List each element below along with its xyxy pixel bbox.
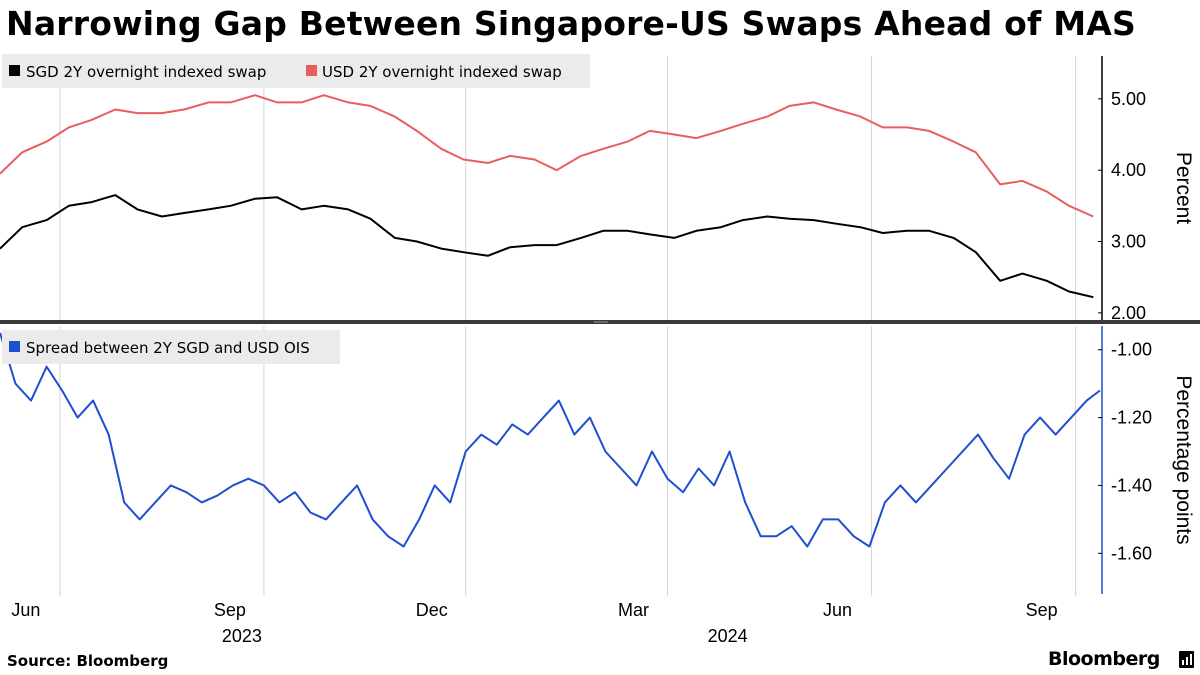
- bottom-ytick-label: -1.60: [1111, 543, 1152, 563]
- legend-label-usd: USD 2Y overnight indexed swap: [322, 63, 562, 81]
- chart-area: 2.00 3.00 4.00 5.00 Percent SGD 2Y overnigh…: [0, 54, 1200, 643]
- x-tick-label: Jun: [11, 600, 40, 620]
- chart-title: Narrowing Gap Between Singapore-US Swaps…: [6, 4, 1137, 43]
- top-series-line-1: [0, 94, 1094, 218]
- x-year-label: 2024: [708, 626, 748, 643]
- bottom-panel: -1.60 -1.40 -1.20 -1.00 Percentage points S…: [0, 326, 1195, 643]
- x-year-label: 2023: [222, 626, 262, 643]
- top-ytick-label: 2.00: [1111, 303, 1146, 323]
- x-axis-ticks: Jun Sep Dec Mar Jun Sep 2023 2024: [11, 600, 1057, 643]
- top-ytick-label: 3.00: [1111, 232, 1146, 252]
- bottom-y-axis-title: Percentage points: [1172, 375, 1195, 544]
- top-panel: 2.00 3.00 4.00 5.00 Percent SGD 2Y overnigh…: [0, 54, 1195, 323]
- bottom-series-lines: [0, 332, 1101, 548]
- legend-swatch-spread: [9, 341, 20, 352]
- x-tick-label: Sep: [214, 600, 246, 620]
- x-tick-label: Mar: [618, 600, 649, 620]
- x-tick-label: Dec: [416, 600, 448, 620]
- legend-label-spread: Spread between 2Y SGD and USD OIS: [26, 339, 310, 357]
- top-legend-background: [2, 54, 590, 88]
- bottom-ytick-label: -1.00: [1111, 340, 1152, 360]
- top-ytick-label: 4.00: [1111, 160, 1146, 180]
- bloomberg-logo: Bloomberg: [1048, 648, 1160, 670]
- legend-label-sgd: SGD 2Y overnight indexed swap: [26, 63, 266, 81]
- top-series-line-0: [0, 194, 1094, 299]
- bloomberg-terminal-icon: [1179, 651, 1194, 668]
- top-series-lines: [0, 94, 1094, 299]
- bottom-legend-background: [2, 330, 340, 364]
- x-tick-label: Sep: [1026, 600, 1058, 620]
- legend-swatch-sgd: [9, 65, 20, 76]
- bottom-ytick-label: -1.20: [1111, 408, 1152, 428]
- top-y-ticks: 2.00 3.00 4.00 5.00: [1098, 89, 1146, 323]
- bottom-legend: Spread between 2Y SGD and USD OIS: [2, 330, 340, 364]
- top-gridlines: [59, 56, 1077, 320]
- legend-swatch-usd: [306, 65, 317, 76]
- top-legend: SGD 2Y overnight indexed swap USD 2Y ove…: [2, 54, 590, 88]
- top-ytick-label: 5.00: [1111, 89, 1146, 109]
- x-tick-label: Jun: [823, 600, 852, 620]
- source-note: Source: Bloomberg: [7, 652, 169, 670]
- bottom-ytick-label: -1.40: [1111, 475, 1152, 495]
- bottom-y-ticks: -1.60 -1.40 -1.20 -1.00: [1098, 340, 1152, 563]
- bottom-series-line-0: [0, 332, 1101, 548]
- bottom-gridlines: [59, 326, 1077, 596]
- top-y-axis-title: Percent: [1172, 152, 1195, 225]
